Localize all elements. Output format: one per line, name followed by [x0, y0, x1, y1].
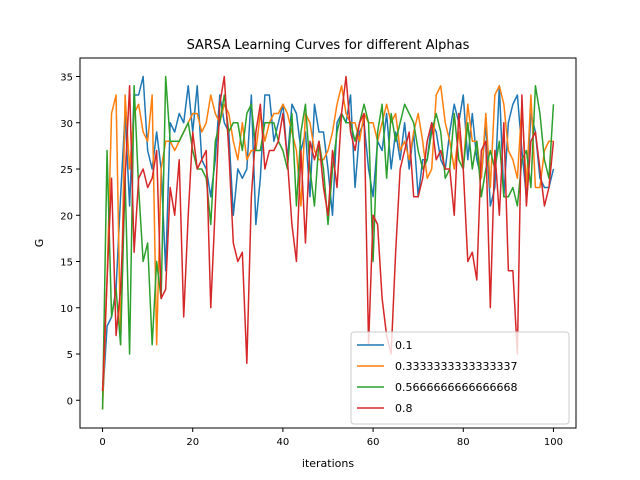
x-axis: 0 20 40 60 80 100 — [99, 428, 563, 448]
x-axis-label: iterations — [302, 457, 354, 470]
x-tick-label: 80 — [457, 437, 470, 448]
x-tick-label: 60 — [367, 437, 380, 448]
x-tick-label: 40 — [277, 437, 290, 448]
y-tick-label: 35 — [60, 73, 73, 84]
y-tick-label: 5 — [67, 350, 73, 361]
series-line-2 — [101, 75, 555, 410]
plot-frame — [79, 57, 577, 429]
y-tick-label: 20 — [60, 211, 73, 222]
plot-area — [101, 75, 555, 410]
y-tick-label: 25 — [60, 165, 73, 176]
y-tick-label: 30 — [60, 119, 73, 130]
y-tick-label: 0 — [67, 396, 73, 407]
y-tick-label: 15 — [60, 258, 73, 269]
x-tick-label: 0 — [99, 437, 105, 448]
x-tick-label: 20 — [186, 437, 199, 448]
legend-label-1: 0.3333333333333337 — [395, 360, 517, 373]
series-line-3 — [101, 75, 555, 392]
legend: 0.1 0.3333333333333337 0.5666666666666668 0… — [350, 331, 570, 425]
legend-box — [350, 331, 570, 425]
legend-label-3: 0.8 — [395, 402, 413, 415]
legend-label-2: 0.5666666666666668 — [395, 381, 517, 394]
chart-title: SARSA Learning Curves for different Alph… — [187, 38, 470, 53]
legend-label-0: 0.1 — [395, 339, 413, 352]
y-axis: 0 5 10 15 20 25 30 35 — [60, 73, 80, 407]
x-tick-label: 100 — [544, 437, 563, 448]
y-axis-label: G — [33, 239, 46, 248]
y-tick-label: 10 — [60, 304, 73, 315]
